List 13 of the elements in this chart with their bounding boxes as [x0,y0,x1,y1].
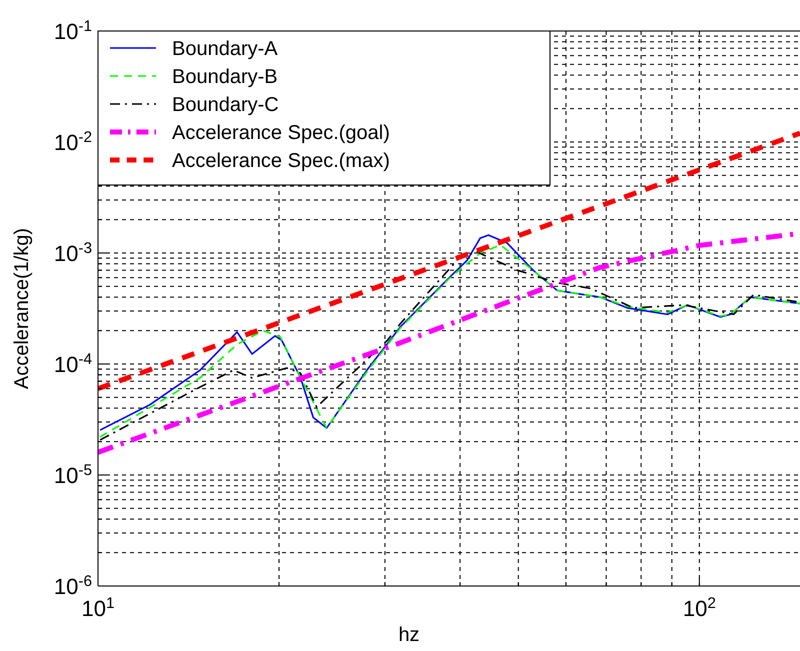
legend-label: Boundary-A [172,38,278,60]
y-tick-label: 10$^{-4}$ [54,350,92,377]
y-axis-title: Accelerance(1/kg) [11,228,33,390]
y-tick-label: 10$^{-1}$ [54,18,92,44]
x-axis-title: hz [398,624,420,646]
y-tick-label: 10$^{-3}$ [54,240,92,266]
legend-label: Boundary-C [172,94,279,116]
legend-label: Accelerance Spec.(goal) [172,122,390,144]
y-tick-label: 10$^{-5}$ [54,462,92,488]
legend-label: Boundary-B [172,66,278,88]
x-tick-label: 10$^{2}$ [682,594,716,621]
legend-label: Accelerance Spec.(max) [172,150,390,172]
y-tick-label: 10$^{-2}$ [54,128,92,155]
